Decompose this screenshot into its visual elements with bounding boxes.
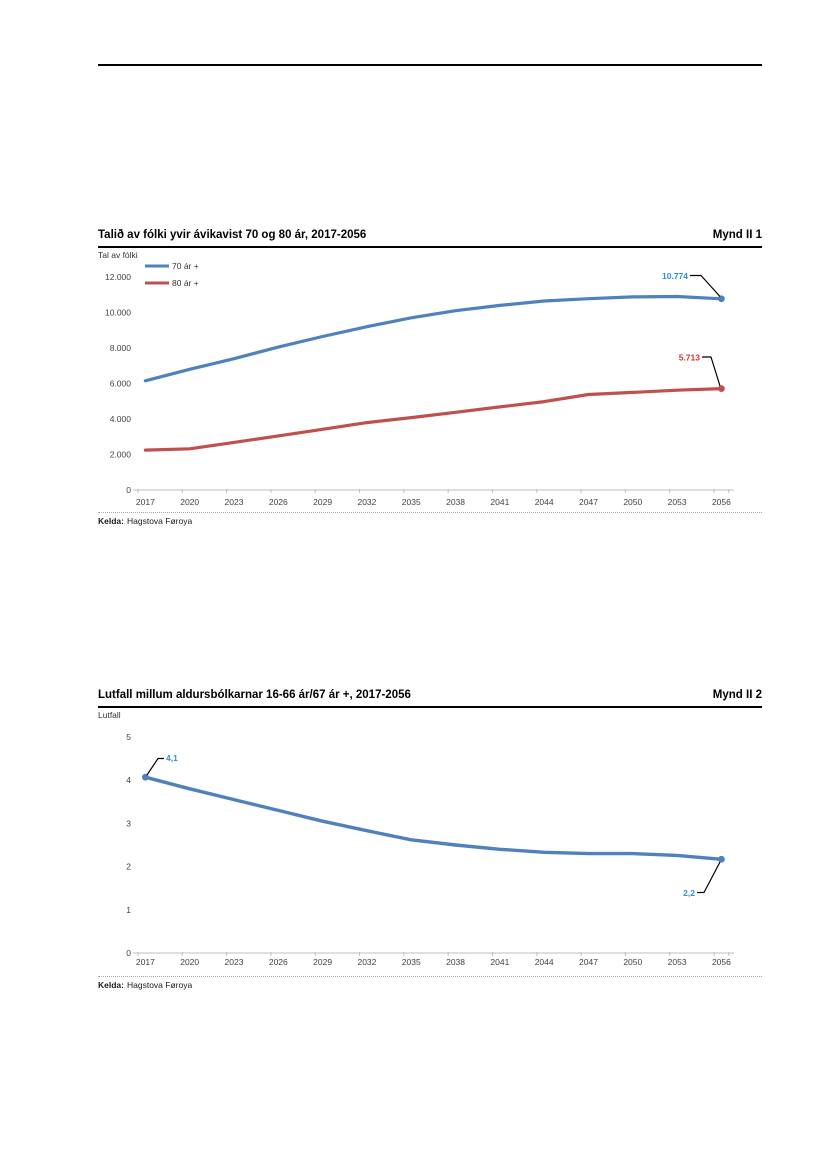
data-point-label: 2,2: [683, 888, 695, 898]
figure-title: Talið av fólki yvir ávikavist 70 og 80 á…: [98, 229, 367, 241]
data-point-label: 4,1: [166, 753, 178, 763]
x-axis-label: 2056: [712, 497, 731, 507]
y-axis-unit-label: Lutfall: [98, 710, 121, 720]
data-point-label: 10.774: [662, 271, 688, 281]
x-axis-label: 2041: [490, 957, 509, 967]
y-axis-label: 4: [126, 775, 131, 785]
series-line-0: [143, 775, 724, 861]
figure-mynd-ii-1: Talið av fólki yvir ávikavist 70 og 80 á…: [98, 228, 762, 526]
x-axis-label: 2035: [402, 957, 421, 967]
x-axis-label: 2053: [668, 497, 687, 507]
y-axis-unit-label: Tal av fólki: [98, 250, 138, 260]
source-line: Kelda: Hagstova Føroya: [98, 976, 762, 990]
callout-line: [690, 274, 721, 297]
x-axis-label: 2023: [225, 497, 244, 507]
x-axis-label: 2026: [269, 957, 288, 967]
legend-label: 70 ár +: [172, 261, 199, 271]
callout-line: [702, 356, 721, 387]
series-end-marker: [718, 385, 725, 392]
figure-title: Lutfall millum aldursbólkarnar 16-66 ár/…: [98, 689, 411, 701]
callout-line: [146, 757, 164, 776]
y-axis-label: 8.000: [110, 343, 132, 353]
figure-header: Talið av fólki yvir ávikavist 70 og 80 á…: [98, 228, 762, 248]
series-end-marker: [718, 295, 725, 303]
y-axis-label: 2: [126, 862, 131, 872]
source-text: Hagstova Føroya: [126, 516, 193, 526]
x-axis-label: 2038: [446, 957, 465, 967]
x-axis-label: 2044: [535, 957, 554, 967]
x-axis-label: 2020: [180, 497, 199, 507]
x-axis-label: 2038: [446, 497, 465, 507]
y-axis-label: 3: [126, 818, 131, 828]
y-axis-label: 10.000: [105, 308, 131, 318]
line-chart-population-70-80: 2017 2020 2023 2026 2029 2032 2035 2038 2041 2044…: [105, 261, 734, 507]
source-line: Kelda: Hagstova Føroya: [98, 512, 762, 526]
x-axis-label: 2017: [136, 497, 155, 507]
x-axis-label: 2047: [579, 497, 598, 507]
page-header-rule: [98, 64, 762, 66]
series-end-marker: [718, 855, 725, 863]
y-axis-label: 12.000: [105, 272, 131, 282]
x-axis-label: 2053: [668, 957, 687, 967]
x-axis-label: 2026: [269, 497, 288, 507]
callout-line: [697, 861, 721, 894]
x-axis-label: 2023: [225, 957, 244, 967]
y-axis-label: 6.000: [110, 379, 132, 389]
x-axis-label: 2032: [357, 497, 376, 507]
figure-header: Lutfall millum aldursbólkarnar 16-66 ár/…: [98, 688, 762, 708]
series-start-marker: [141, 773, 149, 781]
legend-label: 80 ár +: [172, 278, 199, 288]
y-axis-label: 2.000: [110, 450, 132, 460]
data-point-label: 5.713: [679, 353, 701, 363]
figure-number: Mynd II 2: [712, 689, 762, 701]
y-axis-label: 5: [126, 732, 131, 742]
x-axis-label: 2041: [490, 497, 509, 507]
source-label: Kelda:: [98, 516, 124, 526]
x-axis-label: 2032: [357, 957, 376, 967]
y-axis-label: 0: [126, 948, 131, 958]
series-line-1: [143, 387, 723, 452]
x-axis-label: 2029: [313, 957, 332, 967]
series-line-0: [143, 294, 723, 383]
x-axis-label: 2044: [535, 497, 554, 507]
figure-mynd-ii-2: Lutfall millum aldursbólkarnar 16-66 ár/…: [98, 688, 762, 990]
x-axis-label: 2050: [623, 497, 642, 507]
y-axis-label: 1: [126, 905, 131, 915]
y-axis-label: 0: [126, 485, 131, 495]
x-axis-label: 2017: [136, 957, 155, 967]
y-axis-label: 4.000: [110, 414, 132, 424]
source-label: Kelda:: [98, 980, 124, 990]
x-axis-label: 2029: [313, 497, 332, 507]
x-axis-label: 2020: [180, 957, 199, 967]
x-axis-label: 2047: [579, 957, 598, 967]
line-chart-age-ratio: 2017 2020 2023 2026 2029 2032 2035 2038 2041 2044…: [126, 732, 734, 967]
source-text: Hagstova Føroya: [126, 980, 193, 990]
figure-number: Mynd II 1: [712, 229, 762, 241]
x-axis-label: 2035: [402, 497, 421, 507]
x-axis-label: 2050: [623, 957, 642, 967]
x-axis-label: 2056: [712, 957, 731, 967]
